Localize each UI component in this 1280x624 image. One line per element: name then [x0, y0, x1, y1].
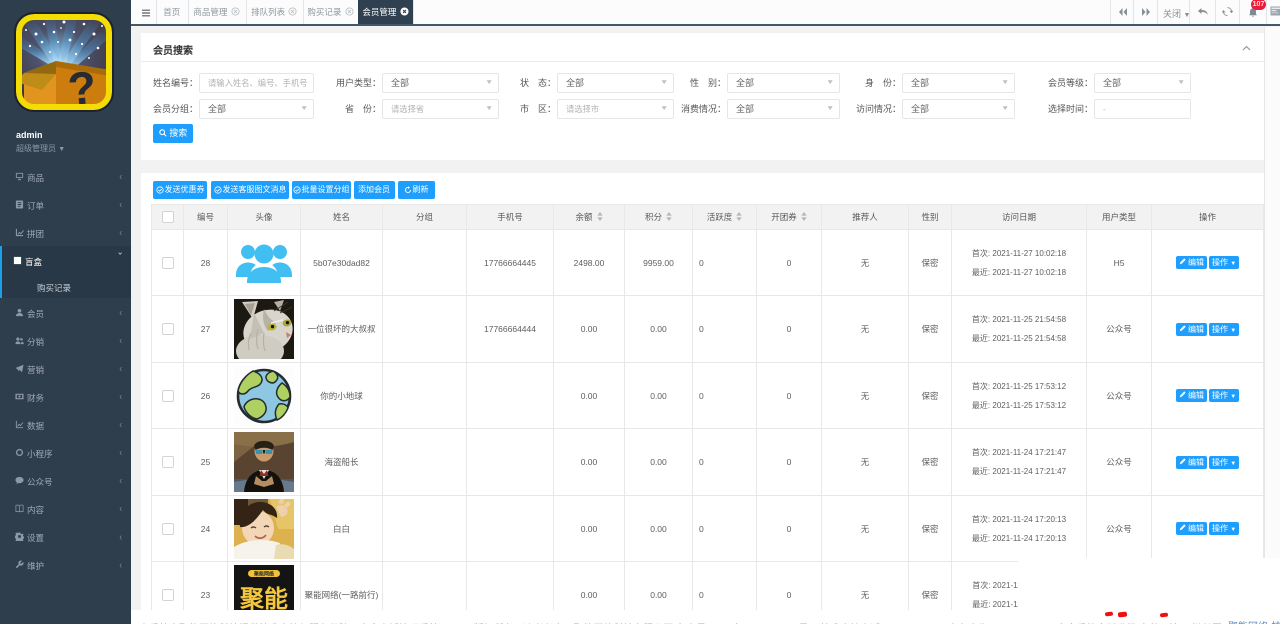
svg-text:聚能: 聚能 [239, 585, 288, 613]
svg-text:聚能网络: 聚能网络 [253, 570, 274, 577]
svg-text:?: ? [66, 61, 99, 112]
